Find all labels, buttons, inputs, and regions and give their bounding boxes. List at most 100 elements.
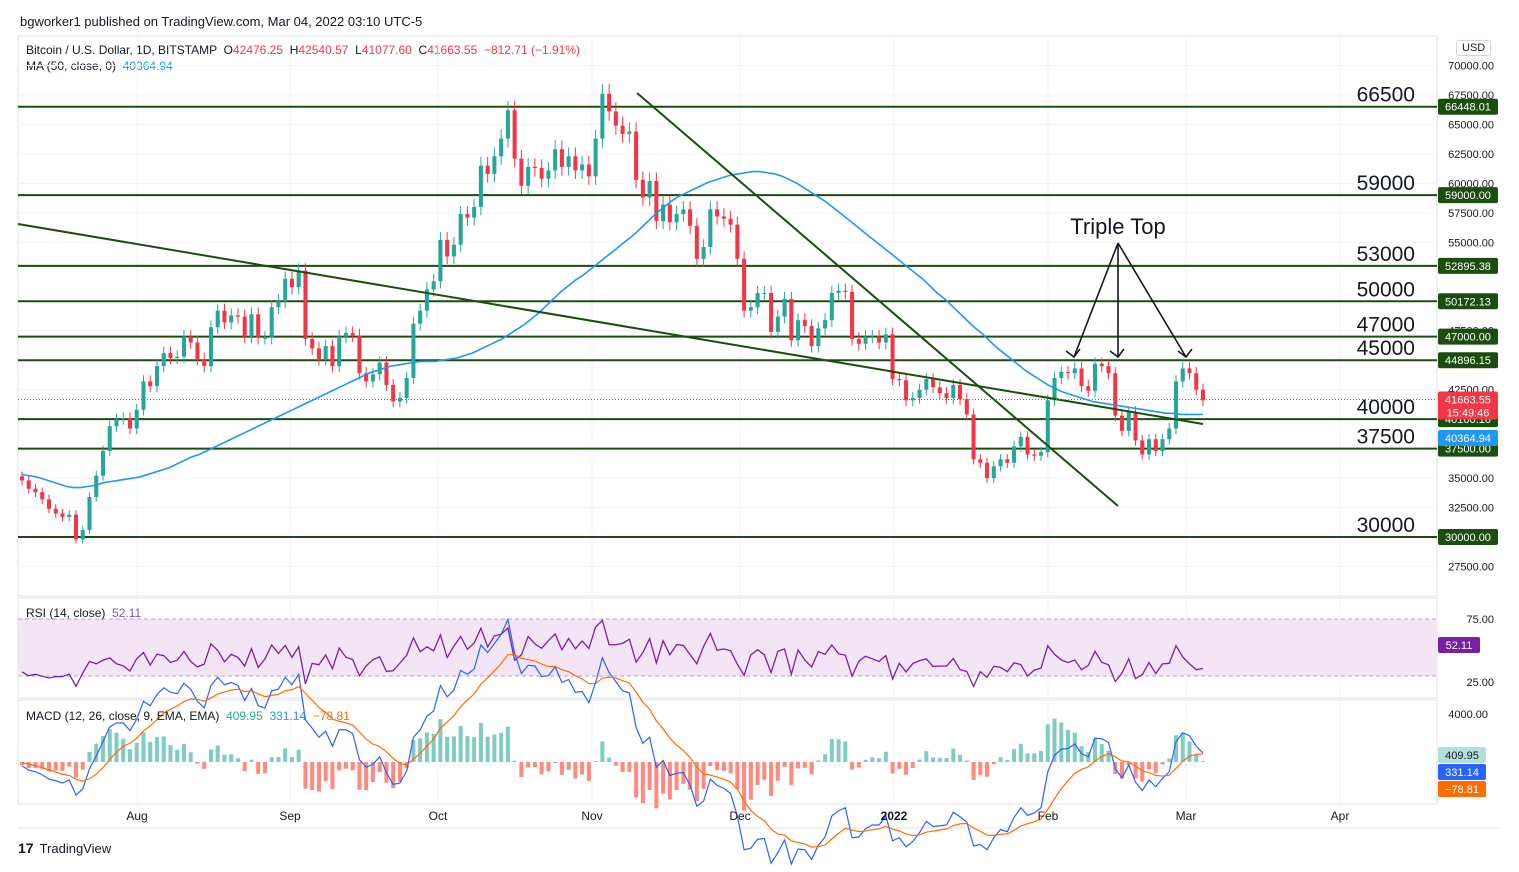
macd-hist-bar	[944, 758, 949, 762]
macd-hist-bar	[809, 762, 814, 775]
price-tick-label: 62500.00	[1448, 149, 1494, 161]
currency-button[interactable]: USD	[1456, 40, 1492, 56]
level-tag	[1438, 529, 1498, 546]
macd-hist-bar	[593, 761, 598, 763]
macd-hist-bar	[222, 754, 227, 762]
macd-hist-bar	[107, 729, 112, 762]
macd-hist-bar	[1025, 753, 1030, 762]
macd-label[interactable]: MACD (12, 26, close, 9, EMA, EMA)	[26, 709, 220, 723]
candle-body	[330, 346, 335, 367]
macd-hist-bar	[141, 732, 146, 762]
macd-hist-bar	[627, 762, 632, 772]
candle-body	[890, 334, 895, 380]
price-tick-label: 70000.00	[1448, 60, 1494, 72]
macd-hist-bar	[121, 738, 126, 762]
macd-hist-bar	[850, 762, 855, 770]
candle-body	[1012, 446, 1017, 463]
candle-body	[782, 298, 787, 317]
macd-hist-bar	[748, 762, 753, 800]
level-tag-text: 30000.00	[1445, 532, 1491, 544]
last-price-text: 41663.55	[1445, 395, 1491, 407]
macd-hist-bar	[762, 762, 767, 780]
candle-body	[512, 110, 517, 159]
candle-body	[775, 316, 780, 332]
candle-body	[181, 336, 186, 357]
macd-hist-bar	[1099, 744, 1104, 762]
macd-hist-bar	[485, 736, 490, 762]
macd-hist-bar	[688, 762, 693, 790]
macd-hist-bar	[181, 743, 186, 762]
candle-body	[883, 334, 888, 343]
candle-body	[829, 293, 834, 321]
candle-body	[60, 513, 65, 518]
macd-hist-bar	[580, 762, 585, 775]
macd-hist-bar	[168, 745, 173, 762]
candle-body	[681, 209, 686, 215]
candle-body	[1039, 452, 1044, 456]
candle-body	[33, 488, 38, 493]
candle-body	[1032, 454, 1037, 456]
price-tick-label: 55000.00	[1448, 237, 1494, 249]
candle-body	[1106, 366, 1111, 374]
candle-body	[87, 496, 92, 530]
candle-body	[242, 316, 247, 337]
candle-body	[458, 214, 463, 245]
candle-body	[384, 362, 389, 385]
level-label: 30000	[1357, 514, 1415, 537]
candle-body	[67, 514, 72, 518]
macd-hist-bar	[343, 762, 348, 769]
macd-hist-bar	[73, 762, 79, 778]
macd-hist-bar	[465, 736, 470, 762]
triple-top-arrow	[1073, 242, 1119, 358]
rsi-line	[21, 619, 1204, 688]
macd-hist-bar	[964, 760, 969, 762]
candle-body	[19, 476, 25, 481]
macd-hist-bar	[823, 754, 828, 762]
candle-body	[222, 310, 227, 323]
level-tag	[1438, 352, 1498, 369]
macd-hist-bar	[526, 762, 531, 768]
candle-body	[944, 393, 949, 398]
candle-body	[1099, 363, 1104, 367]
macd-hist-bar	[148, 741, 153, 762]
macd-hist-bar	[640, 762, 645, 804]
macd-tag-text: −78.81	[1445, 784, 1479, 796]
macd-hist-bar	[512, 760, 517, 762]
candle-body	[404, 377, 409, 398]
macd-hist-bar	[391, 762, 396, 789]
level-label: 37500	[1357, 426, 1415, 449]
macd-hist-bar	[607, 757, 612, 762]
x-tick-label: Sep	[279, 809, 301, 823]
candle-body	[1086, 386, 1091, 391]
candle-body	[472, 206, 477, 218]
candle-body	[451, 244, 456, 257]
macd-hist-bar	[235, 758, 240, 762]
macd-hist-bar	[67, 762, 72, 767]
macd-hist-bar	[904, 762, 909, 775]
candle-body	[917, 389, 922, 398]
level-tag-text: 52895.38	[1445, 261, 1491, 273]
symbol-label[interactable]: Bitcoin / U.S. Dollar, 1D, BITSTAMP	[26, 43, 217, 57]
candle-body	[809, 326, 814, 347]
macd-hist-bar	[283, 748, 288, 762]
rsi-label[interactable]: RSI (14, close)	[26, 606, 106, 620]
candle-body	[850, 291, 855, 339]
macd-hist-bar	[661, 762, 666, 794]
candle-body	[937, 387, 942, 394]
trendlines	[17, 92, 1204, 507]
price-tick-label: 27500.00	[1448, 562, 1494, 574]
candle-body	[235, 315, 240, 317]
candle-body	[1113, 373, 1118, 416]
macd-hist-bar	[276, 757, 281, 762]
candle-body	[580, 164, 585, 171]
candle-body	[505, 110, 510, 139]
macd-hist-bar	[958, 754, 963, 762]
candle-body	[343, 333, 348, 337]
candle-body	[46, 499, 52, 509]
ma-label[interactable]: MA (50, close, 0)	[26, 59, 117, 73]
level-tag	[1438, 257, 1498, 274]
level-label: 47000	[1357, 314, 1415, 337]
macd-hist-value: 409.95	[226, 709, 263, 723]
rsi-tick-label: 75.00	[1466, 614, 1494, 626]
